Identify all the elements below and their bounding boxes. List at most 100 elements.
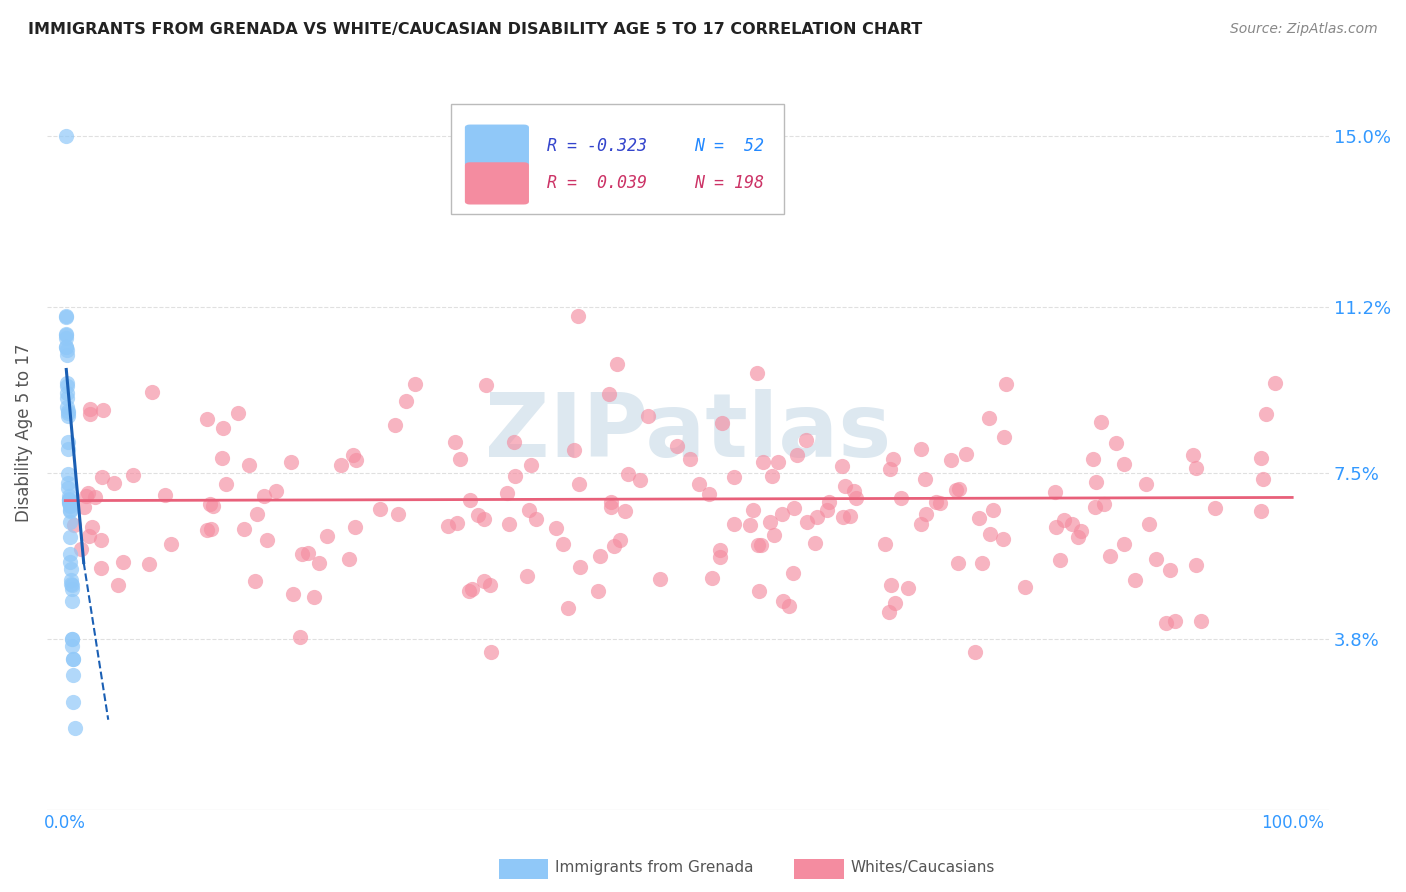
Point bbox=[762, 527, 785, 541]
Point bbox=[56, 379, 79, 393]
Point bbox=[1049, 553, 1071, 567]
Point bbox=[198, 497, 221, 511]
Point bbox=[1123, 573, 1146, 587]
Point bbox=[308, 557, 330, 571]
Point bbox=[280, 455, 302, 469]
Point bbox=[202, 499, 225, 513]
Point bbox=[246, 507, 269, 521]
Text: R =  0.039: R = 0.039 bbox=[547, 175, 647, 193]
Point bbox=[834, 479, 856, 493]
Point bbox=[281, 587, 304, 601]
Point bbox=[1256, 408, 1278, 422]
Point bbox=[1094, 497, 1116, 511]
Point bbox=[972, 556, 994, 570]
Point bbox=[1137, 516, 1160, 531]
Point bbox=[845, 491, 868, 506]
Point bbox=[75, 489, 97, 503]
Point bbox=[59, 556, 82, 570]
Point bbox=[446, 516, 468, 531]
Point bbox=[58, 481, 80, 495]
Point bbox=[929, 496, 952, 510]
Point bbox=[316, 529, 339, 543]
Point bbox=[915, 507, 938, 521]
Point bbox=[875, 537, 897, 551]
Point bbox=[460, 582, 482, 596]
Point bbox=[160, 537, 183, 551]
Point bbox=[59, 515, 82, 529]
Point bbox=[59, 503, 82, 517]
Point bbox=[606, 357, 628, 371]
Point bbox=[404, 377, 426, 392]
Point bbox=[723, 470, 745, 484]
Point bbox=[395, 393, 418, 408]
Point bbox=[517, 502, 540, 516]
Point bbox=[880, 578, 903, 592]
Point bbox=[103, 475, 125, 490]
Point bbox=[1250, 451, 1272, 466]
Point bbox=[90, 533, 112, 548]
Point bbox=[444, 434, 467, 449]
Point bbox=[60, 640, 83, 654]
Point bbox=[62, 652, 84, 666]
Point bbox=[58, 493, 80, 508]
Point bbox=[73, 500, 96, 514]
Point bbox=[1184, 461, 1206, 475]
Point bbox=[1060, 517, 1083, 532]
Point bbox=[496, 486, 519, 500]
Point bbox=[1159, 562, 1181, 576]
Point bbox=[711, 416, 734, 430]
Point bbox=[475, 377, 498, 392]
Point bbox=[1053, 513, 1076, 527]
Point bbox=[702, 571, 724, 585]
Point bbox=[1043, 484, 1066, 499]
Point bbox=[195, 523, 218, 537]
Point bbox=[62, 652, 84, 666]
Point bbox=[782, 501, 804, 516]
Point bbox=[80, 519, 103, 533]
Text: ZIPatlas: ZIPatlas bbox=[485, 389, 891, 475]
Point bbox=[498, 517, 520, 532]
Point bbox=[329, 458, 352, 472]
Point bbox=[897, 582, 920, 596]
Point bbox=[60, 594, 83, 608]
Point bbox=[925, 495, 948, 509]
Point bbox=[59, 573, 82, 587]
Point bbox=[963, 645, 986, 659]
Point bbox=[599, 495, 621, 509]
Point bbox=[1181, 448, 1204, 462]
Point bbox=[55, 128, 77, 143]
FancyBboxPatch shape bbox=[465, 125, 529, 167]
Point bbox=[1189, 614, 1212, 628]
Point bbox=[679, 451, 702, 466]
Point bbox=[457, 584, 479, 599]
Point bbox=[141, 385, 163, 400]
Point bbox=[55, 340, 77, 354]
Text: N =  52: N = 52 bbox=[695, 136, 765, 154]
Point bbox=[955, 447, 977, 461]
Point bbox=[60, 632, 83, 646]
Point bbox=[748, 584, 770, 599]
Point bbox=[479, 645, 502, 659]
Point bbox=[215, 476, 238, 491]
Point bbox=[387, 507, 409, 521]
Point bbox=[91, 403, 114, 417]
Point bbox=[472, 512, 495, 526]
Point bbox=[58, 494, 80, 508]
Point bbox=[1251, 472, 1274, 486]
Point bbox=[55, 326, 77, 341]
Text: Immigrants from Grenada: Immigrants from Grenada bbox=[555, 860, 754, 874]
Point bbox=[946, 556, 969, 570]
Point bbox=[752, 455, 775, 469]
Point bbox=[59, 497, 82, 511]
Point bbox=[458, 493, 481, 508]
Point bbox=[56, 401, 79, 415]
Point bbox=[112, 555, 135, 569]
Point bbox=[59, 576, 82, 591]
Point bbox=[747, 538, 769, 552]
Point bbox=[211, 450, 233, 465]
Point bbox=[62, 695, 84, 709]
Point bbox=[616, 467, 638, 481]
Point bbox=[1014, 580, 1036, 594]
Point bbox=[546, 521, 568, 535]
Point bbox=[1105, 436, 1128, 450]
